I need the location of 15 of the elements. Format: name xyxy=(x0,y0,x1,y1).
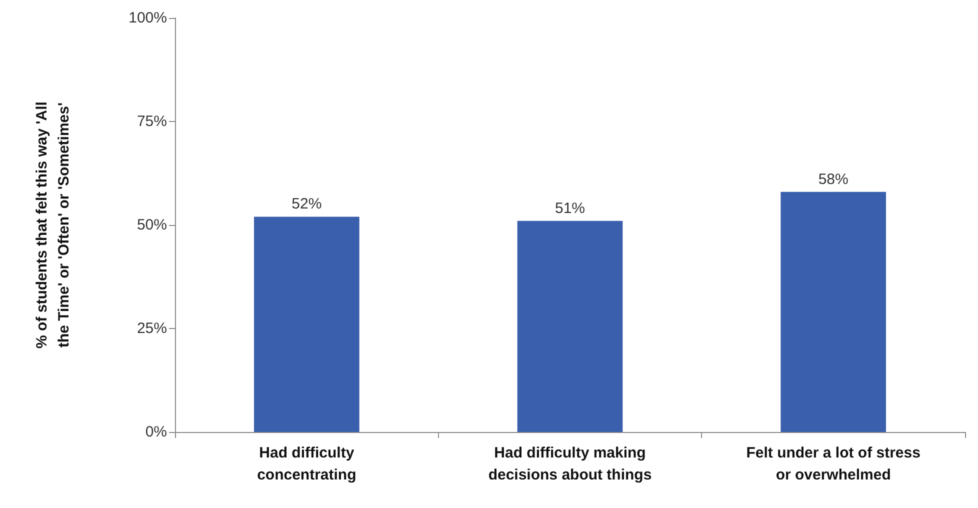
y-tick-label: 100% xyxy=(128,10,167,26)
y-tick-label: 75% xyxy=(136,113,167,130)
x-tick-label: Felt under a lot of stress or overwhelmed xyxy=(746,444,920,484)
y-tick-label: 50% xyxy=(136,216,167,234)
y-tick-label: 25% xyxy=(136,320,167,337)
y-axis-title: % of students that felt this way 'All the Time' or 'Often' or 'Sometimes' xyxy=(34,102,72,348)
data-label: 52% xyxy=(292,196,322,213)
bar xyxy=(254,216,360,432)
x-tick-label: Had difficulty concentrating xyxy=(257,444,356,484)
bar xyxy=(517,220,623,432)
x-tick-label: Had difficulty making decisions about things xyxy=(488,444,652,484)
bar xyxy=(780,192,886,432)
y-tick-label: 0% xyxy=(145,424,167,440)
data-label: 51% xyxy=(554,200,586,217)
data-label: 58% xyxy=(818,170,848,188)
